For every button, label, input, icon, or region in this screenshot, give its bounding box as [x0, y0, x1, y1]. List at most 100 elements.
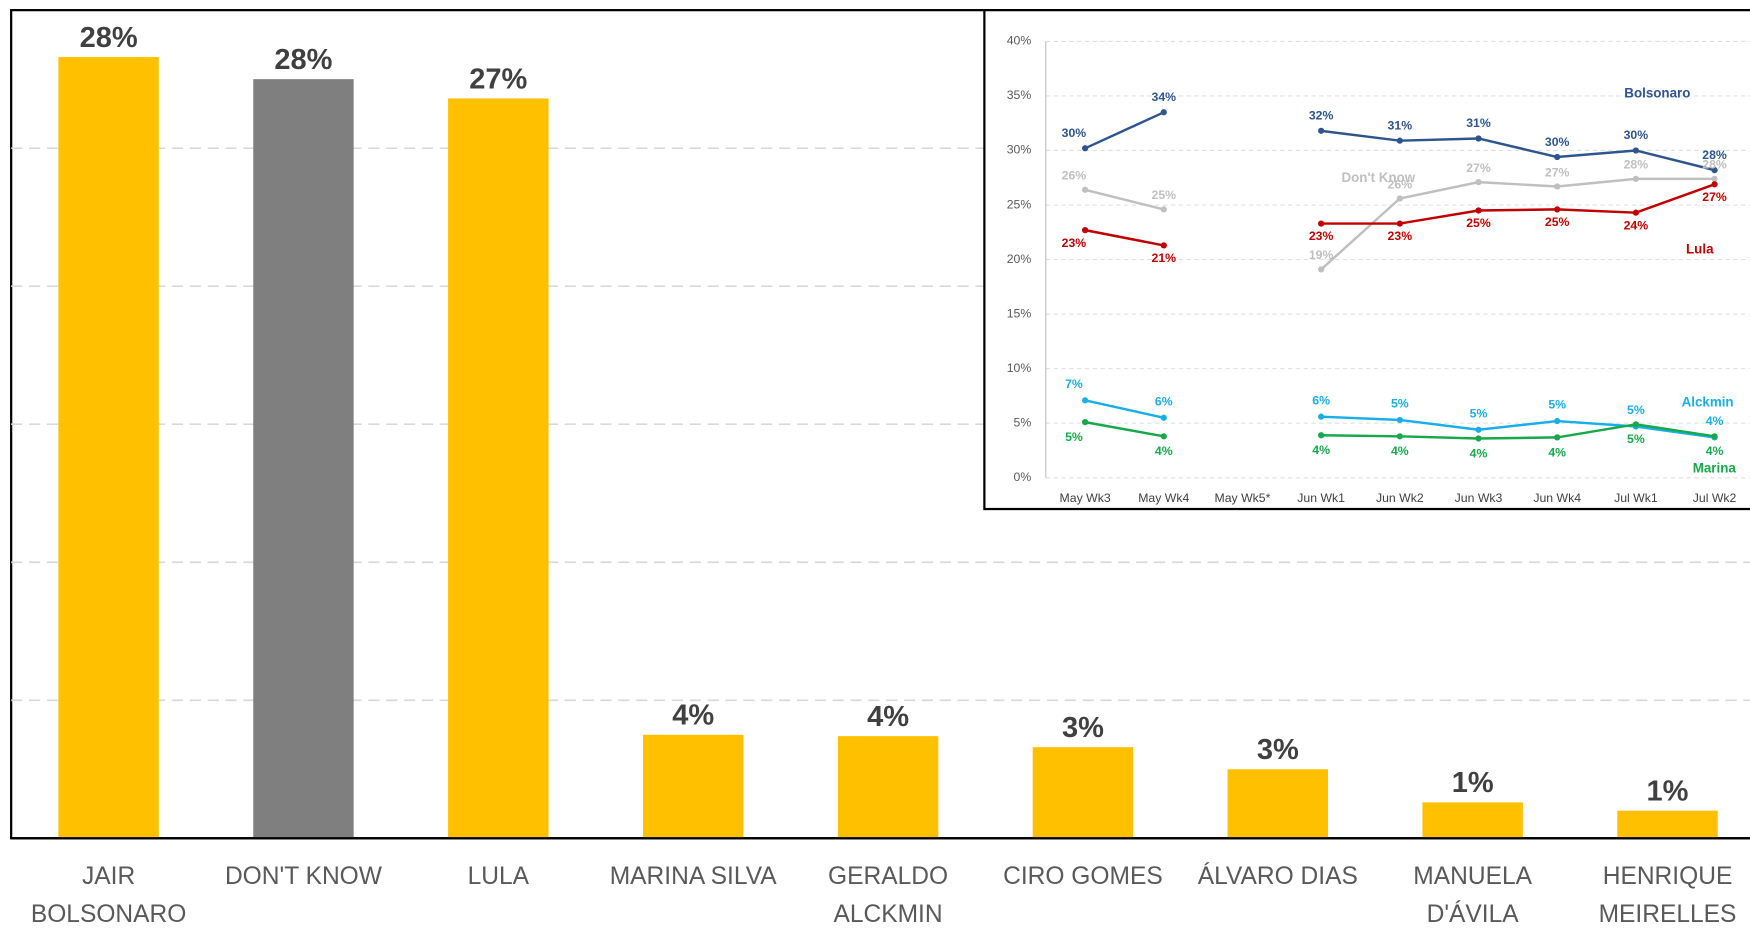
point [1160, 433, 1167, 440]
point [1318, 127, 1325, 134]
point [1081, 186, 1089, 193]
point [1711, 181, 1718, 188]
point [1396, 195, 1403, 202]
data-label: 5% [1391, 397, 1409, 411]
x-label-box: CIRO GOMES [1003, 861, 1163, 890]
value-label: 1% [1647, 775, 1689, 807]
data-label: 24% [1624, 218, 1649, 232]
data-label: 31% [1466, 116, 1491, 130]
line-series [1084, 399, 1165, 419]
line-series [1321, 415, 1715, 439]
series-label: Lula [1686, 242, 1714, 257]
y-tick-label: 15% [1007, 306, 1032, 320]
point [1081, 397, 1089, 404]
point [1632, 209, 1640, 216]
point [1632, 147, 1640, 154]
series-label: Bolsonaro [1624, 85, 1690, 100]
data-label: 4% [1391, 444, 1409, 458]
point [1475, 135, 1482, 142]
point [1396, 433, 1403, 440]
x-label-box: ÁLVARO DIAS [1197, 861, 1358, 890]
data-label: 4% [1155, 444, 1173, 458]
line-series [1320, 177, 1715, 271]
point [1475, 435, 1482, 442]
data-label: 26% [1388, 177, 1413, 191]
point [1318, 220, 1325, 227]
point [1475, 426, 1482, 433]
data-label: 19% [1309, 248, 1334, 262]
value-label: 4% [867, 701, 909, 733]
point [1396, 220, 1403, 227]
point [1711, 175, 1718, 182]
bar [642, 734, 744, 839]
line-series [1321, 183, 1715, 225]
x-tick-label: JAIR BOLSONARO [30, 861, 187, 928]
x-tick-label: GERALDO ALCKMIN [828, 861, 949, 928]
x-label-box: DON'T KNOW [225, 862, 382, 890]
line-series [1321, 423, 1715, 440]
value-label: 27% [469, 63, 527, 95]
point [1318, 266, 1325, 273]
data-label: 28% [1702, 158, 1727, 172]
point [1318, 432, 1325, 439]
point [1554, 434, 1561, 441]
value-label: 1% [1452, 767, 1494, 799]
x-tick-label: HENRIQUE MEIRELLES [1598, 861, 1737, 928]
y-tick-label: 20% [1007, 252, 1032, 266]
point [1711, 167, 1718, 174]
data-label: 6% [1155, 394, 1173, 408]
line-series [1084, 188, 1165, 211]
bar [1227, 769, 1329, 839]
point [1160, 206, 1167, 213]
point [1632, 421, 1640, 428]
bar [1422, 802, 1523, 839]
point [1160, 109, 1167, 116]
bar [1617, 810, 1718, 839]
point [1318, 413, 1325, 420]
line-series [1084, 228, 1165, 247]
data-label: 31% [1388, 118, 1413, 132]
data-label: 4% [1706, 414, 1724, 428]
data-label: 4% [1470, 446, 1488, 460]
x-tick-label: LULA [467, 861, 530, 890]
x-tick-label: ÁLVARO DIAS [1197, 861, 1358, 890]
point [1632, 175, 1640, 182]
x-label-box: GERALDO ALCKMIN [828, 861, 949, 928]
y-tick-label: 0% [1014, 470, 1032, 484]
point [1081, 145, 1089, 152]
y-tick-label: 40% [1007, 34, 1032, 48]
data-label: 27% [1702, 190, 1727, 204]
data-label: 5% [1627, 432, 1645, 446]
x-tick-label: Jul Wk2 [1693, 491, 1737, 505]
series-label: Alckmin [1682, 395, 1734, 410]
x-tick-label: Jun Wk1 [1297, 491, 1345, 505]
point [1554, 206, 1561, 213]
value-label: 28% [80, 22, 138, 54]
series-label: Don't Know [1341, 170, 1415, 185]
data-label: 4% [1706, 444, 1724, 458]
data-label: 23% [1062, 236, 1087, 250]
point [1475, 207, 1482, 214]
data-label: 4% [1548, 445, 1566, 459]
data-label: 25% [1545, 215, 1570, 229]
x-tick-label: Jul Wk1 [1614, 491, 1658, 505]
x-label-box: MANUELA D'ÁVILA [1413, 861, 1532, 928]
data-label: 30% [1062, 126, 1087, 140]
data-label: 25% [1466, 216, 1491, 230]
data-label: 21% [1152, 251, 1177, 265]
y-tick-label: 30% [1007, 143, 1032, 157]
point [1160, 242, 1167, 249]
x-tick-label: Jun Wk4 [1533, 491, 1581, 505]
x-tick-label: CIRO GOMES [1003, 861, 1163, 890]
bar [1032, 747, 1134, 839]
x-tick-label: May Wk3 [1060, 491, 1111, 505]
y-tick-label: 25% [1007, 197, 1032, 211]
line-series [1084, 420, 1165, 438]
x-tick-label: MANUELA D'ÁVILA [1413, 861, 1532, 928]
value-label: 4% [672, 700, 714, 732]
bar [58, 57, 159, 839]
data-label: 5% [1627, 403, 1645, 417]
x-tick-label: May Wk5* [1215, 491, 1271, 505]
data-label: 7% [1065, 377, 1083, 391]
